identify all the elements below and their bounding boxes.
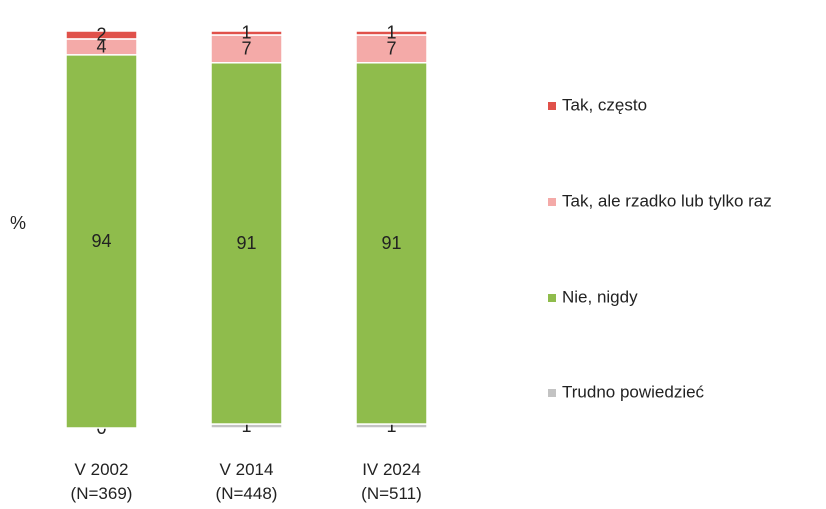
data-label: 4 (96, 37, 106, 57)
legend-label: Tak, często (562, 95, 647, 114)
bar-segment (355, 34, 428, 64)
x-tick-label: V 2014 (N=448) (215, 460, 278, 503)
legend-swatch (548, 389, 556, 397)
bar-segment (210, 34, 283, 64)
data-label: 2 (96, 25, 106, 45)
data-label: 94 (91, 231, 111, 251)
data-label: 91 (381, 233, 401, 253)
bar-segment (65, 54, 138, 429)
legend-label: Nie, nigdy (562, 287, 638, 306)
y-axis-label: % (10, 213, 26, 233)
data-label: 1 (241, 23, 251, 43)
bar-segment (210, 30, 283, 36)
data-label: 7 (241, 39, 251, 59)
bar-segment (355, 30, 428, 36)
x-tick-label: V 2002 (N=369) (70, 460, 133, 503)
bar-segment (210, 62, 283, 425)
x-tick-label: IV 2024 (N=511) (361, 460, 422, 503)
legend-swatch (548, 294, 556, 302)
data-label: 7 (386, 39, 396, 59)
data-label: 1 (386, 23, 396, 43)
legend-label: Tak, ale rzadko lub tylko raz (562, 191, 772, 210)
data-label: 1 (241, 416, 251, 436)
data-label: 1 (386, 416, 396, 436)
bar-segment (355, 62, 428, 425)
legend-swatch (548, 102, 556, 110)
legend-swatch (548, 198, 556, 206)
bar-segment (65, 30, 138, 40)
data-label: 91 (236, 233, 256, 253)
legend-label: Trudno powiedzieć (562, 382, 705, 401)
